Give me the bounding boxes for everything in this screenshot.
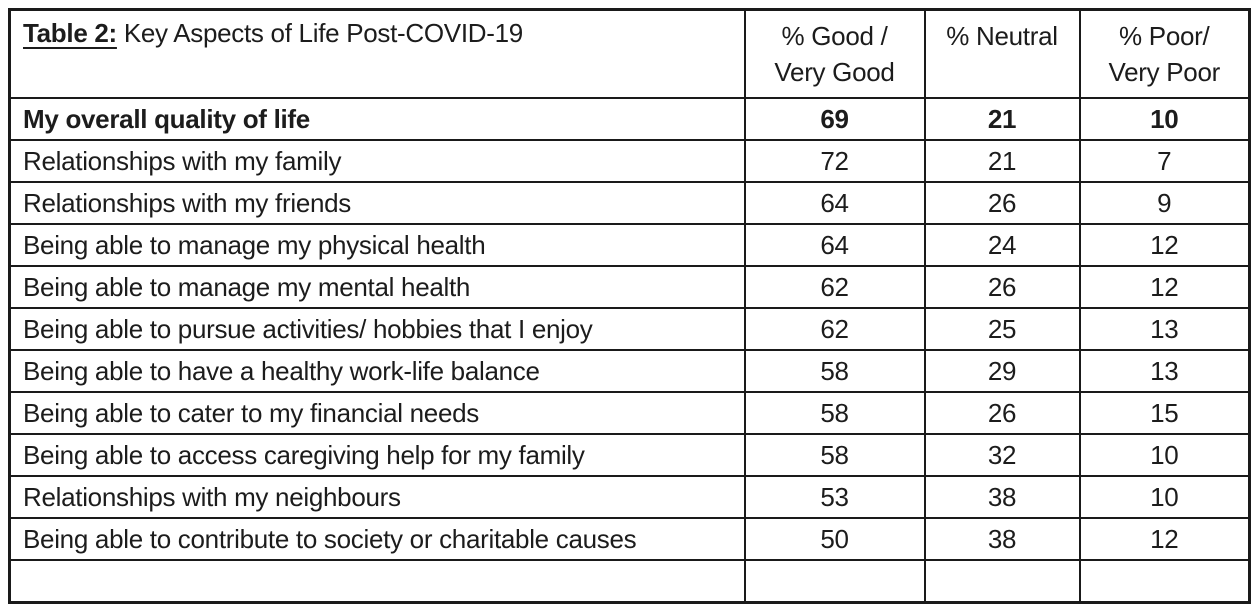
row-label: My overall quality of life [8, 97, 746, 141]
table-row: Being able to manage my mental health 62… [8, 265, 1251, 309]
cell-poor: 13 [1078, 307, 1251, 351]
empty-cell [923, 559, 1081, 604]
column-header-neutral-line1: % Neutral [946, 21, 1058, 51]
cell-poor: 10 [1078, 475, 1251, 519]
table-row: Being able to access caregiving help for… [8, 433, 1251, 477]
column-header-good-line1: % Good / [781, 21, 888, 51]
row-label: Being able to pursue activities/ hobbies… [8, 307, 746, 351]
table-row: Relationships with my family 72 21 7 [8, 139, 1251, 183]
table-row: Being able to cater to my financial need… [8, 391, 1251, 435]
row-label: Being able to manage my mental health [8, 265, 746, 309]
table-row: Relationships with my neighbours 53 38 1… [8, 475, 1251, 519]
row-label: Relationships with my friends [8, 181, 746, 225]
cell-neutral: 21 [923, 139, 1081, 183]
cell-neutral: 26 [923, 265, 1081, 309]
table-row: Being able to pursue activities/ hobbies… [8, 307, 1251, 351]
table-title-cell: Table 2: Key Aspects of Life Post-COVID-… [8, 8, 746, 99]
table-row: Relationships with my friends 64 26 9 [8, 181, 1251, 225]
column-header-good: % Good / Very Good [743, 8, 926, 99]
cell-neutral: 38 [923, 517, 1081, 561]
column-header-good-line2: Very Good [774, 57, 895, 87]
cell-poor: 9 [1078, 181, 1251, 225]
row-label: Relationships with my neighbours [8, 475, 746, 519]
cell-neutral: 32 [923, 433, 1081, 477]
cell-poor: 12 [1078, 265, 1251, 309]
cell-good: 50 [743, 517, 926, 561]
row-label: Being able to cater to my financial need… [8, 391, 746, 435]
empty-cell [743, 559, 926, 604]
cell-neutral: 24 [923, 223, 1081, 267]
cell-good: 72 [743, 139, 926, 183]
cell-good: 58 [743, 391, 926, 435]
cell-poor: 10 [1078, 97, 1251, 141]
post-covid-life-table: Table 2: Key Aspects of Life Post-COVID-… [8, 8, 1251, 604]
table-title-label: Table 2: [23, 18, 117, 48]
column-header-poor-line1: % Poor/ [1119, 21, 1210, 51]
column-header-poor: % Poor/ Very Poor [1078, 8, 1251, 99]
cell-poor: 10 [1078, 433, 1251, 477]
cell-good: 64 [743, 181, 926, 225]
table-row-partial-cutoff [8, 559, 1251, 604]
cell-poor: 15 [1078, 391, 1251, 435]
cell-poor: 12 [1078, 223, 1251, 267]
cell-poor: 13 [1078, 349, 1251, 393]
cell-good: 64 [743, 223, 926, 267]
cell-neutral: 26 [923, 181, 1081, 225]
cell-good: 62 [743, 307, 926, 351]
table-container: Table 2: Key Aspects of Life Post-COVID-… [8, 8, 1251, 604]
table-title-text: Key Aspects of Life Post-COVID-19 [116, 18, 523, 48]
cell-neutral: 21 [923, 97, 1081, 141]
cell-neutral: 25 [923, 307, 1081, 351]
table-row: My overall quality of life 69 21 10 [8, 97, 1251, 141]
table-row: Being able to manage my physical health … [8, 223, 1251, 267]
row-label: Being able to contribute to society or c… [8, 517, 746, 561]
cell-poor: 12 [1078, 517, 1251, 561]
table-header-row: Table 2: Key Aspects of Life Post-COVID-… [8, 8, 1251, 99]
cell-good: 62 [743, 265, 926, 309]
empty-cell [1078, 559, 1251, 604]
table-row: Being able to have a healthy work-life b… [8, 349, 1251, 393]
cell-good: 69 [743, 97, 926, 141]
cell-good: 58 [743, 433, 926, 477]
column-header-neutral: % Neutral [923, 8, 1081, 99]
cell-good: 58 [743, 349, 926, 393]
row-label: Relationships with my family [8, 139, 746, 183]
row-label: Being able to access caregiving help for… [8, 433, 746, 477]
row-label: Being able to manage my physical health [8, 223, 746, 267]
cell-neutral: 38 [923, 475, 1081, 519]
cell-neutral: 26 [923, 391, 1081, 435]
cell-good: 53 [743, 475, 926, 519]
cell-poor: 7 [1078, 139, 1251, 183]
cell-neutral: 29 [923, 349, 1081, 393]
row-label: Being able to have a healthy work-life b… [8, 349, 746, 393]
column-header-poor-line2: Very Poor [1108, 57, 1221, 87]
empty-cell [8, 559, 746, 604]
table-row: Being able to contribute to society or c… [8, 517, 1251, 561]
